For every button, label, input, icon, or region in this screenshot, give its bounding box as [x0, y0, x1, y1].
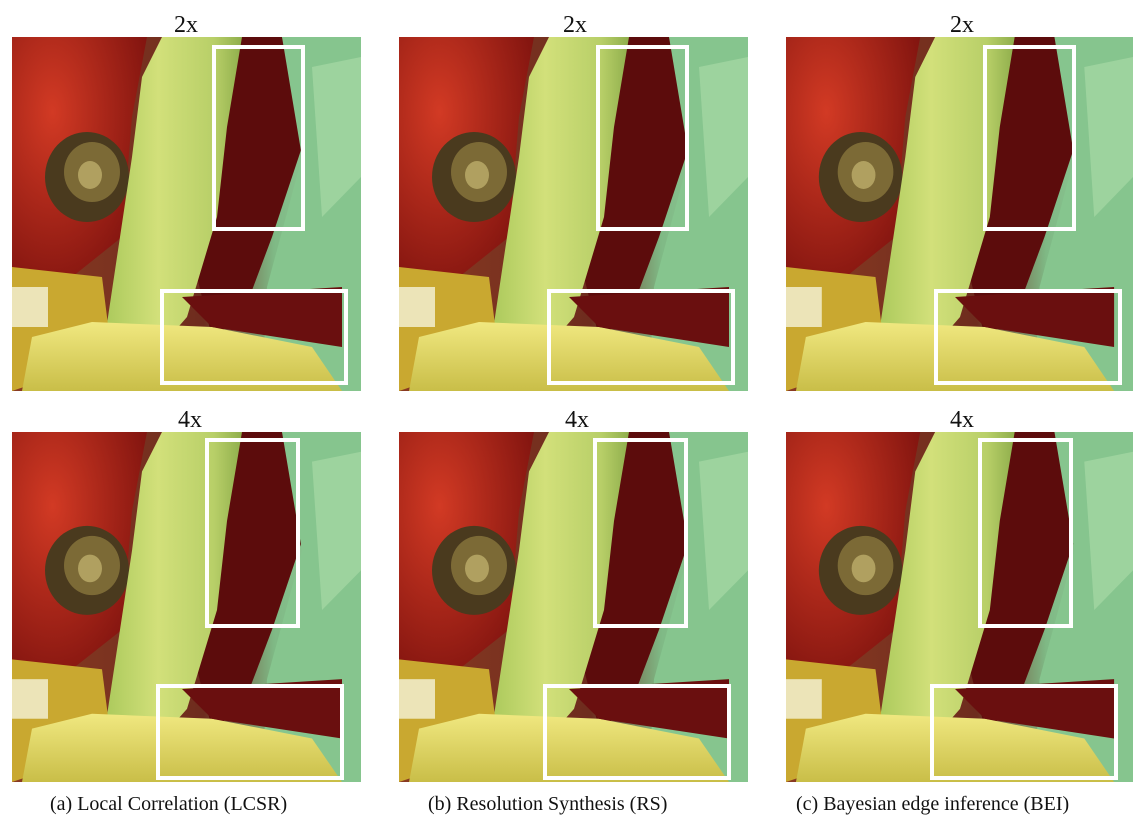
zoom-box-lower [156, 684, 344, 780]
panel-rs-2x [399, 37, 748, 391]
caption-rs: (b) Resolution Synthesis (RS) [428, 793, 668, 815]
panel-lcsr-2x [12, 37, 361, 391]
panel-lcsr-4x [12, 432, 361, 782]
scale-label-bei-4x: 4x [950, 407, 974, 433]
zoom-box-upper [978, 438, 1073, 628]
scale-label-lcsr-4x: 4x [178, 407, 202, 433]
scale-label-rs-4x: 4x [565, 407, 589, 433]
scale-label-lcsr-2x: 2x [174, 12, 198, 38]
panel-rs-4x [399, 432, 748, 782]
zoom-box-upper [596, 45, 689, 231]
panel-bei-4x [786, 432, 1133, 782]
zoom-box-lower [930, 684, 1118, 780]
zoom-box-upper [593, 438, 688, 628]
zoom-box-lower [160, 289, 348, 385]
zoom-box-lower [543, 684, 731, 780]
caption-bei: (c) Bayesian edge inference (BEI) [796, 793, 1070, 815]
zoom-box-upper [212, 45, 305, 231]
panel-bei-2x [786, 37, 1133, 391]
caption-lcsr: (a) Local Correlation (LCSR) [50, 793, 288, 815]
zoom-box-upper [983, 45, 1076, 231]
zoom-box-upper [205, 438, 300, 628]
zoom-box-lower [547, 289, 735, 385]
zoom-box-lower [934, 289, 1122, 385]
scale-label-bei-2x: 2x [950, 12, 974, 38]
scale-label-rs-2x: 2x [563, 12, 587, 38]
